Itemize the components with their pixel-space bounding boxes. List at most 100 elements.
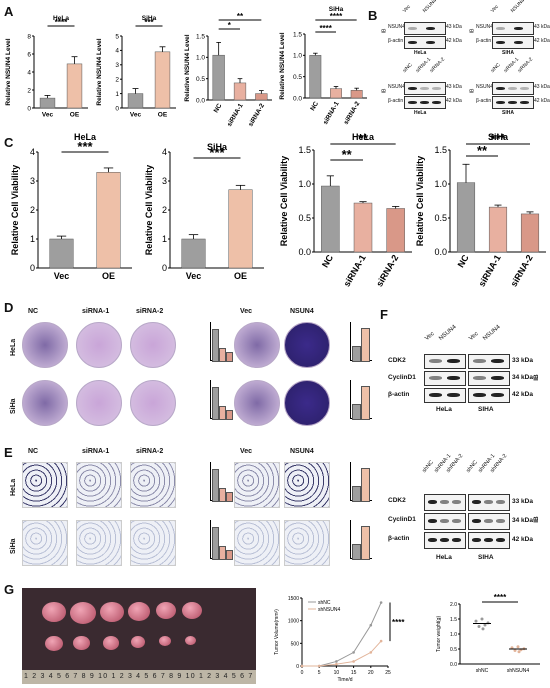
scatter-point (513, 649, 517, 652)
y-tick-label: 4 (115, 48, 119, 55)
bar (228, 189, 253, 269)
series-line (302, 640, 382, 667)
mini-bar (226, 549, 233, 560)
blot-strip (404, 82, 446, 95)
bar (66, 63, 83, 109)
y-tick-label: 0 (115, 105, 119, 112)
chart-title: HeLa (74, 132, 97, 142)
band (440, 500, 449, 504)
panel-label-E: E (4, 445, 13, 460)
sig-stars: ** (358, 131, 369, 146)
y-tick-label: 3 (30, 176, 35, 186)
row-label: CyclinD1 (388, 374, 416, 381)
column-label: siRNA-1 (82, 308, 110, 315)
invasion-field (76, 520, 122, 566)
mini-chart (206, 378, 233, 424)
band (520, 87, 529, 90)
bar (181, 238, 206, 269)
x-tick-label: siRNA-1 (226, 102, 245, 128)
sig-stars: ** (237, 12, 244, 21)
blot-strip (492, 36, 534, 49)
blot-strip (424, 371, 466, 386)
blot-strip (404, 22, 446, 35)
band (408, 41, 417, 44)
y-tick-label: 0.0 (450, 662, 457, 668)
bar (154, 51, 171, 109)
mini-bar (361, 525, 370, 560)
colony-dish (234, 322, 280, 368)
colony-dish (130, 380, 176, 426)
kda-label: 34 kDa (512, 374, 533, 381)
chart-A2-siha-oe: SiHa 0 1 2 3 4 5 Relative NSUN4 Level Vec OE *** (96, 15, 176, 119)
wb-E-sh: shNC shRNA-1 shRNA-2 shNC shRNA-1 shRNA-2 CDK2… (388, 453, 548, 570)
band (472, 500, 481, 504)
x-tick-label: siRNA-2 (343, 100, 362, 126)
cell-label: SIHA (502, 50, 514, 56)
column-label: siRNA-1 (82, 448, 110, 455)
y-tick-label: 0.0 (298, 247, 311, 257)
band (408, 101, 417, 104)
colony-dish (284, 322, 330, 368)
row-label: HeLa (10, 478, 17, 496)
ib-label: IB (469, 28, 476, 34)
chart-C4-siha-si-viability: SiHa 0.0 0.5 1.0 1.5 Relative Cell Viability N… (415, 131, 546, 288)
ib-label: IB (532, 374, 540, 381)
x-tick-label: NC (213, 102, 224, 114)
band (496, 41, 505, 44)
x-tick-label: shNC (476, 668, 489, 674)
x-tick-label: OE (102, 271, 115, 281)
y-tick-label: 0.5 (450, 647, 457, 653)
chart-title: HeLa (352, 132, 375, 142)
row-label: CyclinD1 (388, 516, 416, 523)
mini-y-axis (350, 520, 351, 558)
y-tick-label: 8 (27, 33, 31, 40)
tumor-shNC (128, 602, 150, 621)
x-tick-label: siRNA-1 (342, 253, 368, 288)
colony-dish (22, 380, 68, 426)
ruler: 1 2 3 4 5 6 7 8 9 10 1 2 3 4 5 6 7 8 9 1… (22, 670, 256, 684)
bar (350, 90, 363, 99)
bar (456, 182, 476, 253)
colony-dish (284, 380, 330, 426)
invasion-field (130, 462, 176, 508)
mini-bar (352, 544, 361, 560)
series-point (369, 651, 373, 654)
band (408, 87, 417, 90)
y-tick-label: 5 (115, 33, 119, 40)
band (508, 87, 517, 90)
row-label: NSUN4 (476, 24, 493, 30)
mini-bar (212, 469, 219, 502)
band (508, 101, 517, 104)
kda-label: 33 kDa (512, 357, 533, 364)
mini-chart (346, 320, 372, 366)
y-tick-label: 1000 (288, 619, 299, 625)
x-tick-label: siRNA-2 (374, 253, 400, 288)
chart-A1-hela-oe: HeLa 0 2 4 6 8 Relative NSUN4 Level Vec OE **** (5, 15, 88, 119)
cell-label: SIHA (478, 554, 494, 561)
x-tick-label: 0 (301, 670, 304, 676)
mini-bar (226, 409, 233, 420)
invasion-field (22, 462, 68, 508)
mini-chart (206, 460, 233, 506)
band (496, 101, 505, 104)
x-tick-label: Vec (42, 112, 54, 119)
panel-E-invasion: NC siRNA-1 siRNA-2 Vec NSUN4 HeLa SiHa (10, 440, 380, 580)
mini-bar (226, 491, 233, 502)
band (520, 101, 529, 104)
band (432, 87, 441, 90)
band (496, 500, 505, 504)
sig-stars: **** (494, 593, 507, 602)
y-tick-label: 0.5 (298, 213, 311, 223)
lane-label: NSUN4 (438, 324, 458, 342)
invasion-field (284, 520, 330, 566)
x-tick-label: OE (158, 112, 168, 119)
y-tick-label: 0.5 (196, 76, 205, 83)
row-label: CDK2 (388, 497, 406, 504)
blot-strip (468, 532, 510, 549)
series-point (352, 651, 355, 654)
chart-C1-hela-viability: HeLa 0 1 2 3 4 Relative Cell Viability Vec OE *** (10, 132, 132, 281)
panel-label-C: C (4, 135, 14, 150)
blot-strip (424, 388, 466, 403)
ib-label: IB (381, 28, 388, 34)
panel-label-A: A (4, 4, 14, 19)
